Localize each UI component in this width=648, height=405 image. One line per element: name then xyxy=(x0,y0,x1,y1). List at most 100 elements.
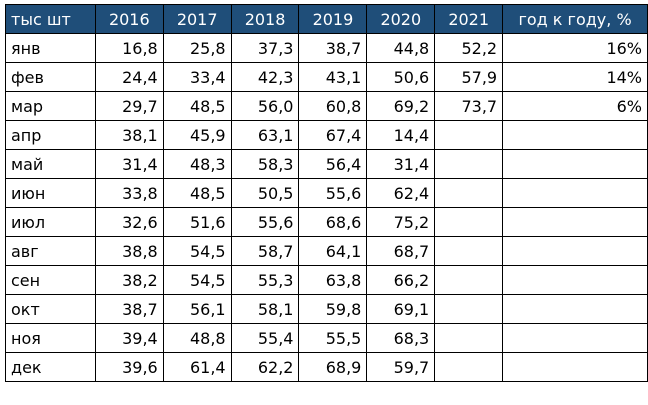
value-cell xyxy=(434,149,504,179)
value-cell: 55,3 xyxy=(230,265,300,295)
value-cell: 16,8 xyxy=(94,33,164,63)
row-label-cell: сен xyxy=(5,265,96,295)
table-row: ноя 39,4 48,8 55,4 55,5 68,3 xyxy=(5,323,648,353)
value-cell: 58,1 xyxy=(230,294,300,324)
yoy-cell: 6% xyxy=(502,91,648,121)
yoy-cell: 14% xyxy=(502,62,648,92)
value-cell: 38,2 xyxy=(94,265,164,295)
table-row: мар 29,7 48,5 56,0 60,8 69,2 73,7 6% xyxy=(5,91,648,121)
value-cell: 73,7 xyxy=(434,91,504,121)
value-cell: 51,6 xyxy=(162,207,232,237)
value-cell: 75,2 xyxy=(366,207,436,237)
value-cell: 56,1 xyxy=(162,294,232,324)
value-cell: 39,4 xyxy=(94,323,164,353)
table-row: окт 38,7 56,1 58,1 59,8 69,1 xyxy=(5,294,648,324)
value-cell: 55,4 xyxy=(230,323,300,353)
row-label-cell: апр xyxy=(5,120,96,150)
value-cell: 66,2 xyxy=(366,265,436,295)
header-cell-2021: 2021 xyxy=(434,4,504,34)
value-cell: 31,4 xyxy=(94,149,164,179)
value-cell: 29,7 xyxy=(94,91,164,121)
value-cell: 38,7 xyxy=(94,294,164,324)
value-cell: 48,5 xyxy=(162,178,232,208)
value-cell: 69,2 xyxy=(366,91,436,121)
table-row: сен 38,2 54,5 55,3 63,8 66,2 xyxy=(5,265,648,295)
value-cell: 52,2 xyxy=(434,33,504,63)
table-row: янв 16,8 25,8 37,3 38,7 44,8 52,2 16% xyxy=(5,33,648,63)
value-cell: 38,8 xyxy=(94,236,164,266)
value-cell: 42,3 xyxy=(230,62,300,92)
value-cell: 37,3 xyxy=(230,33,300,63)
table-row: дек 39,6 61,4 62,2 68,9 59,7 xyxy=(5,352,648,382)
value-cell: 57,9 xyxy=(434,62,504,92)
value-cell: 48,5 xyxy=(162,91,232,121)
value-cell: 68,7 xyxy=(366,236,436,266)
value-cell: 58,3 xyxy=(230,149,300,179)
value-cell xyxy=(434,178,504,208)
table-row: июл 32,6 51,6 55,6 68,6 75,2 xyxy=(5,207,648,237)
value-cell xyxy=(434,294,504,324)
value-cell: 56,0 xyxy=(230,91,300,121)
value-cell: 39,6 xyxy=(94,352,164,382)
value-cell: 69,1 xyxy=(366,294,436,324)
value-cell: 33,4 xyxy=(162,62,232,92)
value-cell: 55,6 xyxy=(230,207,300,237)
yoy-cell xyxy=(502,207,648,237)
value-cell: 48,3 xyxy=(162,149,232,179)
yoy-cell xyxy=(502,149,648,179)
yoy-cell xyxy=(502,265,648,295)
row-label-cell: июн xyxy=(5,178,96,208)
row-label-cell: мар xyxy=(5,91,96,121)
value-cell: 62,4 xyxy=(366,178,436,208)
value-cell: 44,8 xyxy=(366,33,436,63)
value-cell: 43,1 xyxy=(298,62,368,92)
value-cell: 68,6 xyxy=(298,207,368,237)
value-cell: 55,6 xyxy=(298,178,368,208)
row-label-cell: май xyxy=(5,149,96,179)
row-label-cell: дек xyxy=(5,352,96,382)
row-label-cell: янв xyxy=(5,33,96,63)
value-cell: 67,4 xyxy=(298,120,368,150)
value-cell xyxy=(434,352,504,382)
table-row: авг 38,8 54,5 58,7 64,1 68,7 xyxy=(5,236,648,266)
value-cell: 50,5 xyxy=(230,178,300,208)
value-cell: 38,7 xyxy=(298,33,368,63)
table-body: янв 16,8 25,8 37,3 38,7 44,8 52,2 16% фев 24,4 33,… xyxy=(5,33,648,382)
header-cell-unit: тыс шт xyxy=(5,4,96,34)
table-row: июн 33,8 48,5 50,5 55,6 62,4 xyxy=(5,178,648,208)
value-cell: 55,5 xyxy=(298,323,368,353)
value-cell: 64,1 xyxy=(298,236,368,266)
value-cell: 32,6 xyxy=(94,207,164,237)
value-cell: 56,4 xyxy=(298,149,368,179)
header-cell-2019: 2019 xyxy=(298,4,368,34)
value-cell: 31,4 xyxy=(366,149,436,179)
table-row: фев 24,4 33,4 42,3 43,1 50,6 57,9 14% xyxy=(5,62,648,92)
value-cell xyxy=(434,265,504,295)
yoy-cell xyxy=(502,120,648,150)
value-cell xyxy=(434,120,504,150)
value-cell: 62,2 xyxy=(230,352,300,382)
value-cell xyxy=(434,323,504,353)
header-cell-2020: 2020 xyxy=(366,4,436,34)
value-cell xyxy=(434,207,504,237)
data-table: тыс шт 2016 2017 2018 2019 2020 2021 год… xyxy=(5,4,648,382)
value-cell: 14,4 xyxy=(366,120,436,150)
value-cell: 48,8 xyxy=(162,323,232,353)
yoy-cell: 16% xyxy=(502,33,648,63)
header-cell-2016: 2016 xyxy=(94,4,164,34)
value-cell: 68,9 xyxy=(298,352,368,382)
row-label-cell: фев xyxy=(5,62,96,92)
value-cell: 45,9 xyxy=(162,120,232,150)
value-cell xyxy=(434,236,504,266)
value-cell: 59,7 xyxy=(366,352,436,382)
value-cell: 33,8 xyxy=(94,178,164,208)
header-cell-2018: 2018 xyxy=(230,4,300,34)
yoy-cell xyxy=(502,236,648,266)
row-label-cell: авг xyxy=(5,236,96,266)
header-cell-yoy: год к году, % xyxy=(502,4,648,34)
yoy-cell xyxy=(502,178,648,208)
table-row: май 31,4 48,3 58,3 56,4 31,4 xyxy=(5,149,648,179)
value-cell: 50,6 xyxy=(366,62,436,92)
value-cell: 54,5 xyxy=(162,265,232,295)
header-row: тыс шт 2016 2017 2018 2019 2020 2021 год… xyxy=(5,4,648,34)
